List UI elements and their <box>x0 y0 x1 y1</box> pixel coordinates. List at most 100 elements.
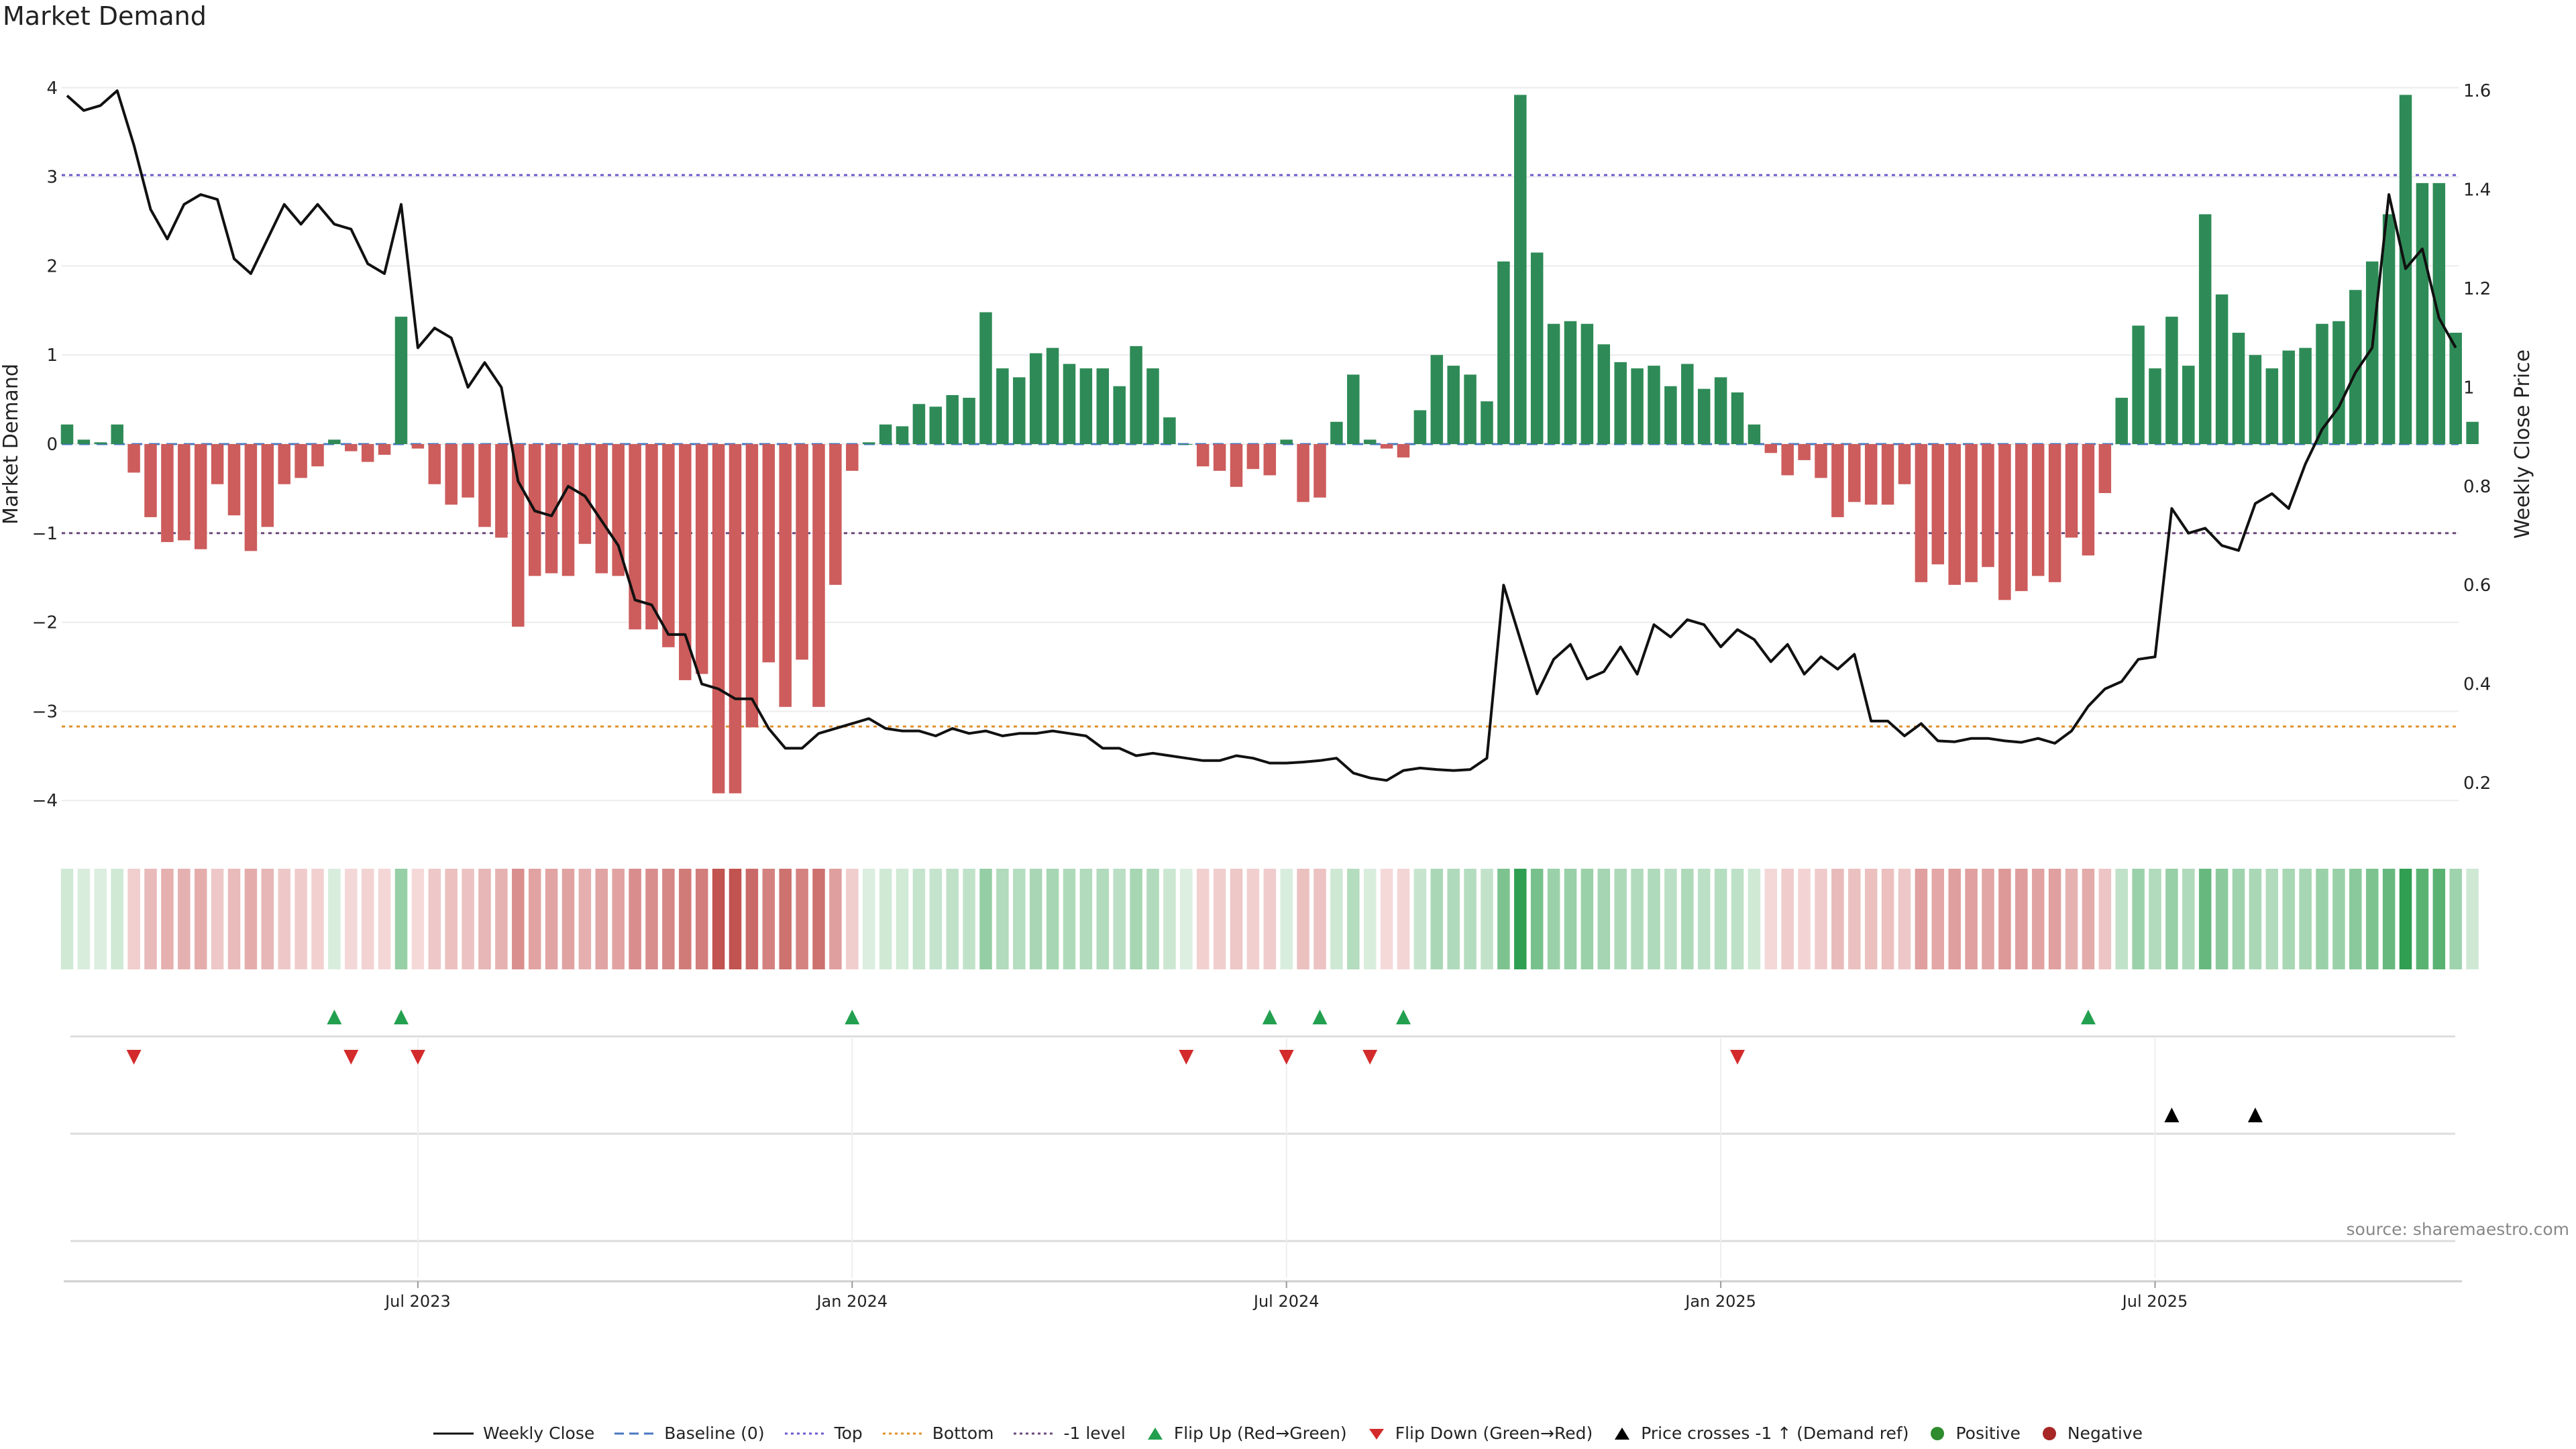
heat-cell <box>1163 869 1176 969</box>
legend-item: Top <box>784 1424 863 1443</box>
heat-cell <box>1881 869 1894 969</box>
demand-bar <box>1196 444 1210 467</box>
circle-icon <box>2042 1426 2056 1440</box>
demand-bar <box>1831 444 1844 517</box>
demand-bar <box>1230 444 1243 487</box>
axes: 4 3 2 1 0 −1 −2 −3 −4 1.6 1.4 1.2 1 0.8 0.6 0.4 0.2 Marke… <box>0 78 2534 811</box>
legend-item: Bottom <box>882 1424 994 1443</box>
demand-bar <box>1815 444 1827 478</box>
heat-cell <box>495 869 508 969</box>
demand-bar <box>578 444 592 544</box>
demand-bar <box>144 444 157 517</box>
heat-cell <box>361 869 374 969</box>
demand-bar <box>729 444 742 794</box>
demand-bar <box>912 404 926 444</box>
solid-line-icon <box>433 1432 474 1434</box>
demand-bar <box>1113 386 1126 444</box>
legend: Weekly Close Baseline (0) Top Bottom -1 leve… <box>0 1424 2576 1443</box>
heat-cell <box>428 869 441 969</box>
heat-cell <box>2082 869 2095 969</box>
demand-bar <box>1982 444 1994 568</box>
legend-item: Flip Up (Red→Green) <box>1146 1424 1347 1443</box>
heat-cell <box>712 869 725 969</box>
demand-bar <box>1447 366 1460 444</box>
legend-label: -1 level <box>1063 1424 1126 1443</box>
heat-cell <box>745 869 759 969</box>
heat-cell <box>2182 869 2195 969</box>
heat-cell <box>1280 869 1293 969</box>
triangle-down-icon <box>1368 1428 1384 1440</box>
demand-bar <box>1664 386 1677 444</box>
demand-bar <box>2416 182 2429 444</box>
heat-cell <box>629 869 641 969</box>
heat-cell <box>1096 869 1110 969</box>
heat-cell <box>161 869 174 969</box>
heat-cell <box>912 869 926 969</box>
heat-cell <box>227 869 241 969</box>
heat-cell <box>1347 869 1360 969</box>
demand-bar <box>1764 444 1778 453</box>
heat-cell <box>462 869 474 969</box>
y-right-tick-label: 1.2 <box>2463 279 2491 299</box>
heat-cell <box>695 869 708 969</box>
legend-item: Price crosses -1 ↑ (Demand ref) <box>1613 1424 1909 1443</box>
heat-cell <box>194 869 207 969</box>
heat-cell <box>846 869 859 969</box>
demand-bar <box>1013 377 1026 444</box>
dotted-line-icon <box>882 1432 923 1434</box>
demand-bar <box>1514 95 1527 444</box>
demand-bar <box>1380 444 1393 449</box>
demand-bar <box>2215 294 2229 444</box>
heat-cell <box>1380 869 1393 969</box>
heat-cell <box>528 869 541 969</box>
demand-bar <box>1497 261 1510 444</box>
demand-bar <box>1580 323 1594 444</box>
heat-cell <box>2299 869 2312 969</box>
heat-cell <box>1196 869 1210 969</box>
flip-down-marker <box>343 1050 359 1065</box>
heat-cell <box>1815 869 1827 969</box>
demand-bar <box>1547 323 1560 444</box>
heat-cell <box>879 869 892 969</box>
demand-bar <box>1096 368 1110 444</box>
legend-label: Baseline (0) <box>664 1424 765 1443</box>
demand-bar <box>1965 444 1978 582</box>
heat-cell <box>1864 869 1878 969</box>
heat-cell <box>2098 869 2112 969</box>
heat-cell <box>1580 869 1594 969</box>
heat-cell <box>244 869 258 969</box>
heat-cell <box>1597 869 1611 969</box>
price-cross-marker <box>2164 1108 2180 1122</box>
demand-bar <box>896 426 909 444</box>
legend-item: Weekly Close <box>433 1424 594 1443</box>
heat-cell <box>1046 869 1059 969</box>
legend-item: Negative <box>2041 1424 2143 1443</box>
demand-bar <box>445 444 458 505</box>
flip-up-marker <box>394 1010 409 1024</box>
demand-bar <box>963 397 975 444</box>
demand-bar <box>378 444 391 455</box>
heat-cell <box>1798 869 1811 969</box>
demand-bar <box>1079 368 1093 444</box>
flip-down-marker <box>126 1050 142 1065</box>
flip-up-marker <box>1262 1010 1277 1024</box>
heat-cell <box>1631 869 1644 969</box>
y-tick-label: −2 <box>32 613 58 633</box>
demand-bar <box>1530 252 1544 444</box>
demand-bar <box>394 317 408 444</box>
demand-bar <box>712 444 725 794</box>
demand-bar <box>2232 333 2245 444</box>
demand-bar <box>1313 444 1326 498</box>
x-tick-label: Jan 2024 <box>815 1292 888 1311</box>
heat-cell <box>211 869 224 969</box>
legend-item: Flip Down (Green→Red) <box>1367 1424 1593 1443</box>
heat-cell <box>2149 869 2161 969</box>
flip-down-marker <box>1279 1050 1294 1065</box>
demand-bar <box>1597 344 1611 444</box>
demand-bar <box>2132 325 2145 444</box>
legend-item: -1 level <box>1014 1424 1126 1443</box>
demand-bar <box>495 444 508 538</box>
heat-cell <box>2316 869 2328 969</box>
demand-bar <box>695 444 708 674</box>
flip-up-marker <box>845 1010 860 1024</box>
